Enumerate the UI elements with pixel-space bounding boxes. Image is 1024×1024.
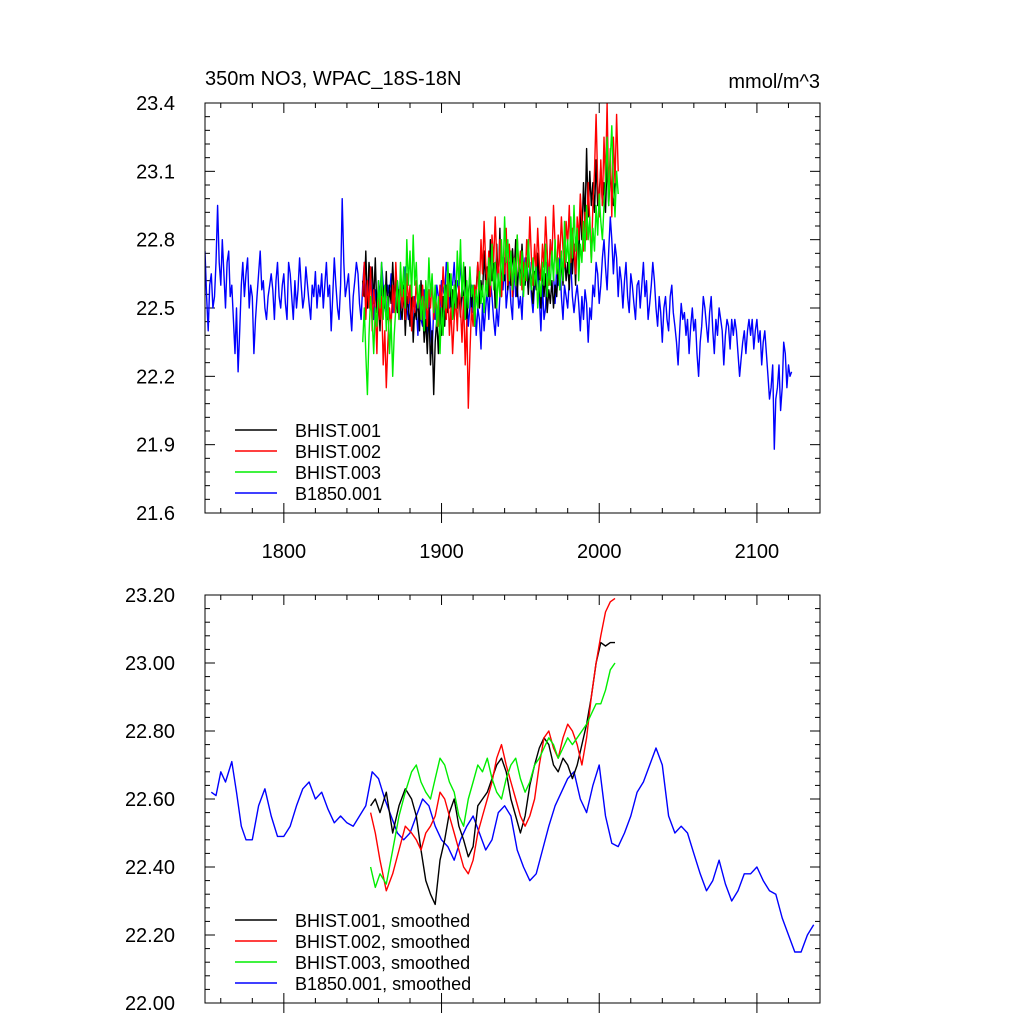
top-x-tick-label: 2000 (577, 541, 622, 563)
bottom-y-tick-label: 23.00 (125, 653, 175, 675)
top-legend-label: BHIST.002 (295, 442, 381, 462)
bottom-y-tick-label: 22.40 (125, 857, 175, 879)
top-y-tick-label: 23.1 (136, 161, 175, 183)
bottom-legend-label: B1850.001, smoothed (295, 974, 471, 994)
top-y-tick-label: 21.6 (136, 503, 175, 525)
bottom-y-tick-label: 23.20 (125, 585, 175, 607)
bottom-plot-frame (204, 594, 821, 1004)
bottom-legend-label: BHIST.002, smoothed (295, 932, 470, 952)
top-legend-label: B1850.001 (295, 484, 382, 504)
top-y-tick-label: 23.4 (136, 93, 175, 115)
bottom-y-tick-label: 22.60 (125, 789, 175, 811)
bottom-legend-label: BHIST.003, smoothed (295, 953, 470, 973)
top-chart-units: mmol/m^3 (728, 71, 820, 93)
bottom-legend-label: BHIST.001, smoothed (295, 911, 470, 931)
top-legend-label: BHIST.003 (295, 463, 381, 483)
bottom-chart-panel: 22.00 22.20 22.40 22.60 22.80 23.00 23.20 BHIST… (125, 585, 821, 1015)
top-series-bhist-002 (362, 103, 619, 409)
top-legend-label: BHIST.001 (295, 421, 381, 441)
top-chart-panel: 1800 1900 2000 2100 21.6 21.9 22.2 22.5 22.8 23.1… (136, 93, 821, 563)
top-chart-title: 350m NO3, WPAC_18S-18N (205, 68, 461, 90)
top-series-b1850-001 (205, 197, 793, 450)
bottom-y-tick-label: 22.20 (125, 925, 175, 947)
bottom-series-bhist-001-smoothed (370, 641, 615, 906)
top-y-tick-label: 22.5 (136, 298, 175, 320)
bottom-y-tick-label: 22.00 (125, 993, 175, 1015)
top-series-bhist-003 (362, 125, 619, 396)
top-y-tick-label: 22.2 (136, 366, 175, 388)
top-y-tick-label: 22.8 (136, 230, 175, 252)
top-plot-frame (204, 102, 821, 514)
bottom-series-bhist-003-smoothed (369, 662, 616, 889)
bottom-series-b1850-001-smoothed (210, 747, 815, 953)
top-x-tick-label: 2100 (735, 541, 780, 563)
top-x-tick-label: 1900 (419, 541, 464, 563)
top-x-tick-label: 1800 (262, 541, 307, 563)
top-y-tick-label: 21.9 (136, 435, 175, 457)
bottom-y-tick-label: 22.80 (125, 721, 175, 743)
